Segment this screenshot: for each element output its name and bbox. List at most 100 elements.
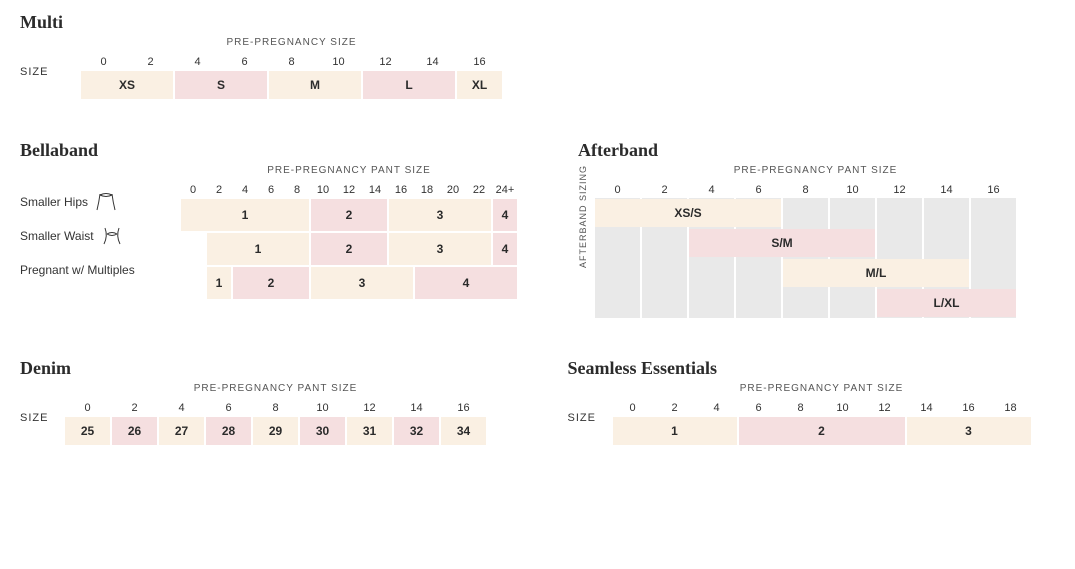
size-cell: 2 [311, 233, 387, 265]
waist-icon [100, 226, 124, 246]
size-cell: 1 [207, 233, 309, 265]
afterband-chart: AFTERBAND SIZING PRE-PREGNANCY PANT SIZE… [578, 165, 1055, 318]
col-header: 20 [440, 184, 466, 198]
size-cell: 3 [389, 199, 491, 231]
col-header: 12 [864, 402, 906, 416]
size-cell: 28 [206, 417, 251, 445]
col-header: 10 [829, 184, 876, 198]
size-cell: M [269, 71, 361, 99]
size-cell: 32 [394, 417, 439, 445]
row-label: Smaller Waist [20, 229, 94, 243]
afterband-vlabel: AFTERBAND SIZING [578, 165, 588, 268]
col-header: 12 [876, 184, 923, 198]
col-header: 4 [232, 184, 258, 198]
size-cell: 2 [311, 199, 387, 231]
col-header: 16 [440, 402, 487, 416]
col-header: 2 [111, 402, 158, 416]
denim-rowlabels: SIZE [20, 383, 64, 433]
seamless-subheader: PRE-PREGNANCY PANT SIZE [612, 383, 1032, 394]
col-header: 4 [688, 184, 735, 198]
col-header: 2 [206, 184, 232, 198]
size-cell: 2 [739, 417, 905, 445]
col-header: 6 [738, 402, 780, 416]
bg-col [830, 198, 875, 318]
size-cell: XS [81, 71, 173, 99]
size-cell: 3 [389, 233, 491, 265]
col-header: 14 [906, 402, 948, 416]
size-band: S/M [689, 229, 875, 257]
col-header: 8 [780, 402, 822, 416]
size-cell: 3 [311, 267, 413, 299]
row-label: Pregnant w/ Multiples [20, 263, 135, 277]
col-header: 8 [252, 402, 299, 416]
multi-chart: SIZE PRE-PREGNANCY SIZE 0246810121416 XS… [20, 37, 1055, 100]
size-band: M/L [783, 259, 969, 287]
multi-subheader: PRE-PREGNANCY SIZE [80, 37, 503, 48]
multi-title: Multi [20, 12, 1055, 33]
col-header: 0 [64, 402, 111, 416]
size-cell: S [175, 71, 267, 99]
col-header: 6 [221, 56, 268, 70]
col-header: 6 [205, 402, 252, 416]
size-cell: 1 [207, 267, 231, 299]
multi-header-row: 0246810121416 [80, 50, 503, 70]
size-cell: 1 [613, 417, 737, 445]
size-cell: 26 [112, 417, 157, 445]
size-cell: 4 [493, 233, 517, 265]
bg-col [783, 198, 828, 318]
bellaband-section: Bellaband Smaller Hips Smaller Waist Pregn… [20, 140, 518, 318]
col-header: 4 [174, 56, 221, 70]
col-header: 0 [594, 184, 641, 198]
table-row: 1234 [180, 232, 518, 266]
afterband-subheader: PRE-PREGNANCY PANT SIZE [594, 165, 1017, 176]
col-header: 16 [948, 402, 990, 416]
col-header: 2 [641, 184, 688, 198]
col-header: 24+ [492, 184, 518, 198]
seamless-section: Seamless Essentials SIZE PRE-PREGNANCY P… [568, 358, 1056, 446]
denim-subheader: PRE-PREGNANCY PANT SIZE [64, 383, 487, 394]
col-header: 14 [923, 184, 970, 198]
col-header: 0 [180, 184, 206, 198]
afterband-title: Afterband [578, 140, 1055, 161]
size-cell: 3 [907, 417, 1031, 445]
col-header: 16 [456, 56, 503, 70]
col-header: 10 [315, 56, 362, 70]
col-header: 10 [310, 184, 336, 198]
denim-body-row: 252627282930313234 [64, 416, 487, 446]
col-header: 8 [284, 184, 310, 198]
col-header: 16 [388, 184, 414, 198]
col-header: 14 [409, 56, 456, 70]
col-header: 12 [346, 402, 393, 416]
bellaband-header-row: 024681012141618202224+ [180, 178, 518, 198]
col-header: 14 [393, 402, 440, 416]
size-cell: 27 [159, 417, 204, 445]
seamless-chart: SIZE PRE-PREGNANCY PANT SIZE 02468101214… [568, 383, 1056, 446]
size-cell: L [363, 71, 455, 99]
col-header: 18 [990, 402, 1032, 416]
multi-rowlabels: SIZE [20, 37, 80, 87]
col-header: 10 [299, 402, 346, 416]
size-cell [181, 267, 205, 299]
multi-section: Multi SIZE PRE-PREGNANCY SIZE 0246810121… [20, 12, 1055, 100]
size-cell [181, 233, 205, 265]
col-header: 16 [970, 184, 1017, 198]
bellaband-body: 123412341234 [180, 198, 518, 300]
denim-header-row: 0246810121416 [64, 396, 487, 416]
denim-title: Denim [20, 358, 508, 379]
size-cell: 31 [347, 417, 392, 445]
col-header: 10 [822, 402, 864, 416]
bellaband-title: Bellaband [20, 140, 518, 161]
table-row: 1234 [180, 266, 518, 300]
row-label: Smaller Hips [20, 195, 88, 209]
size-cell: 34 [441, 417, 486, 445]
col-header: 12 [362, 56, 409, 70]
size-cell: 1 [181, 199, 309, 231]
seamless-header-row: 024681012141618 [612, 396, 1032, 416]
size-cell: 25 [65, 417, 110, 445]
col-header: 2 [654, 402, 696, 416]
table-row: 1234 [180, 198, 518, 232]
col-header: 4 [158, 402, 205, 416]
bellaband-rowlabels: Smaller Hips Smaller Waist Pregnant w/ Mul… [20, 165, 180, 287]
col-header: 22 [466, 184, 492, 198]
col-header: 0 [80, 56, 127, 70]
